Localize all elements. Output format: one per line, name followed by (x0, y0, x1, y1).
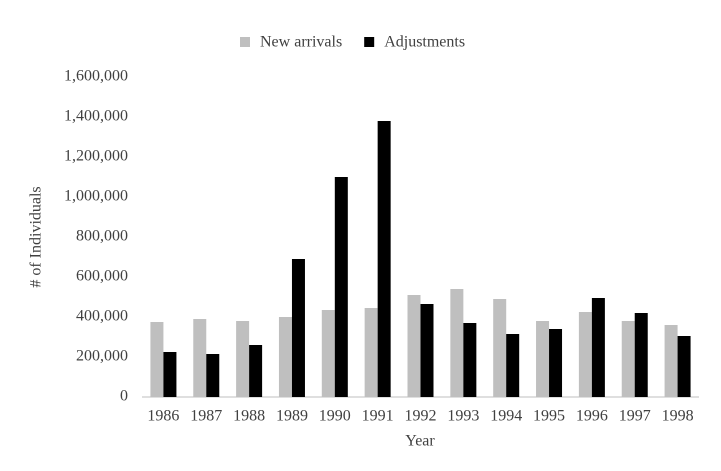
x-tick-label: 1993 (447, 408, 479, 425)
bar (278, 317, 292, 397)
y-tick-label: 1,200,000 (64, 148, 128, 165)
y-tick-label: 1,000,000 (64, 188, 128, 205)
bar (677, 336, 691, 397)
bar (621, 321, 635, 397)
y-tick-label: 0 (120, 388, 128, 405)
bar (407, 295, 421, 397)
x-tick-label: 1995 (533, 408, 565, 425)
x-tick-label: 1991 (362, 408, 394, 425)
y-tick-label: 1,600,000 (64, 68, 128, 85)
bar (334, 177, 348, 397)
legend-label: Adjustments (384, 34, 465, 51)
x-tick-label: 1987 (190, 408, 222, 425)
bar (549, 329, 563, 397)
bar (463, 323, 477, 397)
x-tick-label: 1996 (576, 408, 608, 425)
bar (321, 310, 335, 397)
y-tick-label: 400,000 (76, 308, 128, 325)
bar (163, 352, 177, 397)
bar (420, 304, 434, 397)
bar (193, 319, 207, 397)
x-tick-label: 1989 (276, 408, 308, 425)
bar (206, 354, 220, 397)
x-tick-label: 1998 (662, 408, 694, 425)
legend-label: New arrivals (260, 34, 342, 51)
bar (591, 298, 605, 397)
y-tick-label: 200,000 (76, 348, 128, 365)
bar (664, 325, 678, 397)
bar (578, 312, 592, 397)
bar (536, 321, 550, 397)
y-tick-label: 800,000 (76, 228, 128, 245)
x-tick-label: 1997 (619, 408, 651, 425)
legend-swatch (240, 37, 250, 47)
bar (150, 322, 164, 397)
x-tick-label: 1990 (319, 408, 351, 425)
bar (236, 321, 250, 397)
y-axis-title: # of Individuals (28, 186, 45, 287)
bar (506, 334, 520, 397)
bar (249, 345, 263, 397)
x-tick-label: 1992 (405, 408, 437, 425)
bar (377, 121, 391, 397)
bar (493, 299, 507, 397)
x-tick-label: 1986 (147, 408, 179, 425)
y-tick-label: 1,400,000 (64, 108, 128, 125)
bar (364, 308, 378, 397)
x-tick-label: 1994 (490, 408, 522, 425)
x-tick-label: 1988 (233, 408, 265, 425)
y-tick-label: 600,000 (76, 268, 128, 285)
bar (450, 289, 464, 397)
bar (634, 313, 648, 397)
bar (291, 259, 305, 397)
x-axis-title: Year (405, 433, 435, 450)
legend-swatch (364, 37, 375, 47)
